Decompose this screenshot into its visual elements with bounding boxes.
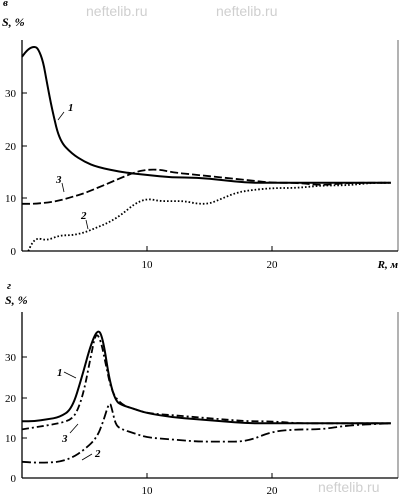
annotation-leader-3-top — [61, 182, 65, 193]
x-tick-label-10-top: 10 — [142, 259, 154, 271]
x-tick-label-20-top: 20 — [267, 259, 279, 271]
annotation-leader-3-bottom — [69, 423, 79, 434]
x-tick-label-10-bottom: 10 — [142, 485, 154, 497]
watermark-top: neftelib.ru — [86, 3, 147, 19]
annotation-leader-2-bottom — [81, 453, 93, 461]
annotation-1-bottom: 1 — [57, 367, 63, 379]
annotation-2-top: 2 — [80, 210, 87, 222]
series-1-line-top — [21, 45, 391, 184]
panel-label-bottom: г — [7, 280, 11, 292]
y-axis-label-bottom: S, % — [5, 293, 28, 307]
annotation-3-bottom: 3 — [61, 433, 68, 445]
y-tick-label-0-top: 0 — [11, 246, 17, 258]
annotation-leader-1-bottom — [63, 371, 77, 379]
y-tick-label-10-bottom: 10 — [5, 433, 17, 445]
y-tick-label-30-top: 30 — [5, 88, 17, 100]
y-tick-label-20-bottom: 20 — [5, 393, 17, 405]
annotation-leader-1-top — [57, 111, 65, 121]
y-tick-label-30-bottom: 30 — [5, 352, 17, 364]
series-2-line-bottom — [21, 403, 391, 464]
watermark-bottom: neftelib.ru — [318, 479, 379, 495]
series-3-line-top — [22, 168, 391, 205]
series-3-line-bottom — [21, 334, 391, 431]
panel-top: в S, % 0 10 20 30 10 20 R, м 1 2 3 — [2, 0, 398, 271]
series-2-line-top — [27, 181, 391, 252]
y-tick-label-20-top: 20 — [5, 141, 17, 153]
y-axis-label-top: S, % — [2, 15, 25, 29]
y-tick-label-10-top: 10 — [5, 193, 17, 205]
x-axis-label-top: R, м — [377, 259, 399, 271]
annotation-3-top: 3 — [55, 174, 62, 186]
panel-label-top: в — [3, 0, 8, 9]
y-tick-label-0-bottom: 0 — [11, 473, 17, 485]
watermark-top-right: neftelib.ru — [216, 3, 277, 19]
annotation-1-top: 1 — [68, 102, 74, 114]
annotation-leader-2-top — [85, 219, 89, 230]
x-tick-label-20-bottom: 20 — [267, 485, 279, 497]
annotation-2-bottom: 2 — [94, 448, 101, 460]
panel-bottom: г S, % 0 10 20 30 10 20 1 2 3 — [5, 280, 399, 497]
